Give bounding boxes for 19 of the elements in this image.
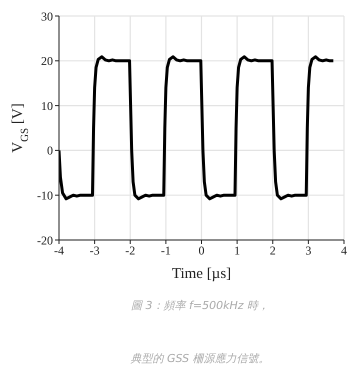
x-tick-label: 1: [234, 244, 240, 258]
x-tick-label: 3: [305, 244, 312, 258]
y-tick-label: 30: [41, 9, 53, 24]
caption: 圖 3：頻率 f=500kHz 時，: [130, 298, 270, 313]
x-tick-label: -2: [125, 244, 136, 258]
x-tick-label: -3: [90, 244, 100, 258]
y-tick-label: 10: [41, 98, 53, 113]
x-tick-label: 0: [198, 244, 204, 258]
y-tick-label: 20: [41, 54, 53, 68]
line-series: [59, 55, 335, 200]
x-tick-label: -4: [54, 244, 64, 258]
x-tick-label: 4: [341, 244, 347, 258]
x-tick-label: -1: [160, 244, 171, 258]
x-tick-label: 2: [270, 244, 276, 258]
y-tick-label: -10: [37, 188, 53, 202]
y-tick-label: -20: [37, 233, 53, 248]
x-axis-title: Time [µs]: [172, 266, 232, 282]
y-tick-label: 0: [47, 144, 53, 158]
text: 典型的 GSS 柵源應力信號。: [129, 351, 271, 366]
